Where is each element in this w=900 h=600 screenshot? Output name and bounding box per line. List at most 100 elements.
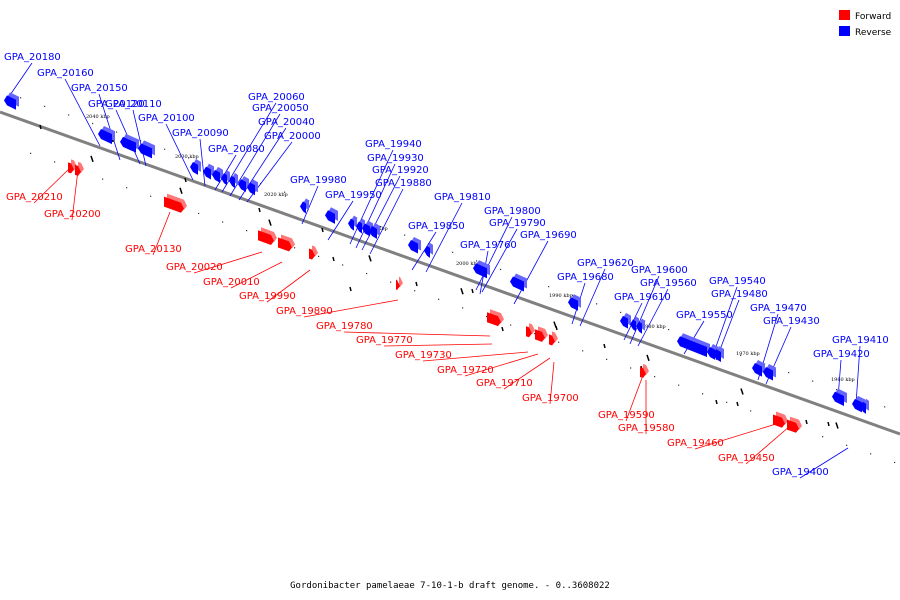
reverse-gene-arrow [98,126,115,145]
leader-line [549,361,555,405]
leader-line [513,240,549,305]
gene-arrow-body [549,334,555,346]
track-dot [668,328,670,331]
track-dot [572,294,574,296]
leader-line [98,93,121,161]
track-dot [318,255,320,257]
leader-line [229,113,281,197]
leader-line [238,127,287,201]
forward-gene-label: GPA_19700 [522,393,579,404]
gene-arrow-body [852,398,862,413]
leader-line [411,231,437,271]
leader-line [625,377,643,422]
legend: Forward Reverse [839,10,892,38]
reverse-gene-label: GPA_20090 [172,128,229,139]
reverse-gene-label: GPA_19920 [372,165,429,176]
reverse-gene-label: GPA_19600 [631,265,688,276]
track-dot [380,225,382,228]
track-dot [284,191,286,193]
gene-arrow-body [787,419,799,433]
forward-gene-label: GPA_19450 [718,453,775,464]
track-dot [884,406,886,408]
track-dot [390,281,392,283]
track-dot [140,140,142,142]
forward-gene-label: GPA_20200 [44,209,101,220]
reverse-gene-label: GPA_20120 [88,99,145,110]
gene-arrow-body [98,129,112,145]
track-dot [92,122,94,125]
track-dot [534,333,536,335]
reverse-gene-arrow [4,92,19,110]
forward-gene-arrow [164,193,187,213]
reverse-gene-arrow [677,333,710,357]
track-dot [894,461,896,464]
gene-arrow-body [640,366,646,379]
track-mark [603,343,606,349]
reverse-gene-arrow [138,140,155,159]
legend-reverse-swatch [839,26,850,36]
reverse-gene-arrow [860,398,869,414]
track-mark [415,281,418,287]
gene-arrow-body [4,95,16,110]
gene-arrow-body [408,239,418,254]
forward-gene-arrow [309,245,318,260]
track-dot [726,401,728,403]
track-dot [630,367,632,369]
leader-line [349,149,394,245]
reverse-gene-label: GPA_19940 [365,139,422,150]
gene-arrow-body [713,349,721,362]
tick-mark [179,187,183,194]
track-dot [54,161,56,163]
gene-arrow-body [510,276,524,292]
tick-label: 1990 kbp [549,293,573,299]
track-dot [596,303,598,305]
reverse-gene-label: GPA_19810 [434,192,491,203]
leader-line [579,268,606,327]
track-dot [548,286,550,288]
track-dot [870,453,872,455]
tick-mark [90,155,94,163]
leader-line [7,62,33,99]
track-dot [188,157,190,159]
reverse-gene-arrow [190,158,201,175]
gene-features [4,92,869,433]
reverse-gene-label: GPA_19550 [676,310,733,321]
reverse-gene-arrow [473,260,490,279]
reverse-gene-arrow [212,166,223,183]
track-dot [836,389,838,391]
track-mark [715,399,718,405]
tick-mark [368,255,372,262]
gene-arrow-body [258,230,274,245]
forward-gene-arrow [487,309,504,327]
leader-line [64,78,101,147]
reverse-gene-arrow [325,207,338,224]
track-mark [555,325,558,331]
track-dot [510,324,512,326]
leader-line [327,200,354,241]
tick-mark [646,354,650,362]
gene-arrow-body [677,336,707,357]
leader-line [301,185,319,225]
track-dot [462,307,464,309]
leader-line [425,202,463,273]
gene-arrow-body [752,363,762,377]
gene-arrow-body [832,391,844,406]
reverse-gene-label: GPA_20040 [258,117,315,128]
track-dot [606,358,608,361]
track-dot [222,221,224,223]
leader-line [369,188,404,255]
gene-arrow-body [707,346,715,360]
reverse-gene-arrow [752,360,765,377]
gene-arrow-body [75,164,81,176]
track-dot [294,247,296,249]
reverse-gene-arrow [120,133,139,153]
gene-arrow-body [526,326,532,338]
track-dot [620,311,622,314]
tick-mark [460,288,464,295]
reverse-gene-label: GPA_20080 [208,144,265,155]
track-dot [702,393,704,395]
leader-line [855,345,861,405]
forward-gene-label: GPA_19890 [276,306,333,317]
track-mark [39,124,42,130]
